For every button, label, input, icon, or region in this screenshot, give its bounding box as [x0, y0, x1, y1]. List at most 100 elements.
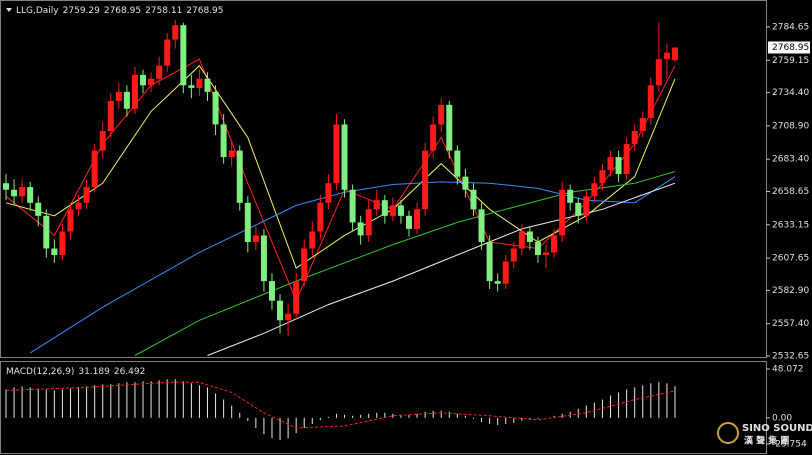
header-value: 2759.29 [63, 6, 100, 16]
y-tick-label: 48.072 [772, 365, 804, 375]
price-panel [0, 0, 767, 358]
last-price-box [768, 41, 810, 54]
candle-body [462, 176, 469, 190]
candle-body [164, 39, 171, 66]
candle-body [180, 25, 187, 86]
y-tick-label: 0.00 [772, 413, 792, 423]
y-tick-label: 2708.90 [772, 121, 809, 131]
candle-body [196, 78, 203, 88]
candle-body [67, 209, 74, 232]
candle-body [35, 202, 42, 216]
candle-body [107, 100, 114, 131]
candle-body [551, 235, 558, 253]
y-tick-label: 2759.15 [772, 56, 809, 66]
candle-body [188, 85, 195, 88]
candle-body [526, 231, 533, 242]
candle-body [131, 74, 138, 109]
candle-body [357, 222, 364, 236]
y-tick-label: -25.754 [772, 440, 807, 450]
candle-body [599, 170, 606, 184]
candle-body [534, 241, 541, 256]
candle-body [397, 205, 404, 216]
candle-body [156, 65, 163, 79]
candle-body [83, 187, 90, 203]
candle-body [91, 150, 98, 188]
candle-body [631, 130, 638, 145]
candle-body [615, 157, 622, 175]
header-title: LLG,Daily [16, 6, 59, 16]
macd-readout: 26.492 [114, 367, 146, 377]
candle-body [252, 235, 259, 242]
y-tick-label: 2582.90 [772, 286, 809, 296]
candle-body [301, 248, 308, 282]
candle-body [309, 231, 316, 249]
macd-header: MACD(12,26,9) 31.189 26.492 [6, 367, 145, 377]
candle-body [430, 124, 437, 151]
candle-body [59, 231, 66, 256]
candle-body [639, 117, 646, 131]
candle-body [623, 144, 630, 175]
candle-body [502, 261, 509, 284]
candle-body [494, 281, 501, 284]
header-value: 2768.95 [104, 6, 141, 16]
candle-body [3, 183, 9, 190]
candle-body [663, 52, 670, 60]
candle-body [140, 74, 147, 86]
y-tick-label: 2784.65 [772, 23, 809, 33]
candle-body [438, 104, 445, 125]
candle-body [655, 59, 662, 86]
candle-body [285, 313, 292, 321]
candle-body [647, 85, 654, 118]
macd-readout: 31.189 [78, 367, 110, 377]
candle-body [75, 202, 82, 210]
y-tick-label: 2683.40 [772, 155, 809, 165]
y-tick-label: 2557.40 [772, 319, 809, 329]
macd-title: MACD(12,26,9) [6, 367, 74, 377]
y-tick-label: 2633.15 [772, 220, 809, 230]
candle-body [567, 189, 574, 203]
signal-line [5, 381, 676, 429]
candle-body [123, 91, 130, 109]
candle-body [422, 150, 429, 210]
candle-body [204, 78, 211, 92]
candle-body [470, 189, 477, 210]
header-value: 2758.11 [145, 6, 182, 16]
candle-body [381, 200, 388, 216]
watermark-cjk: 漢 聲 集 團 [744, 435, 789, 447]
candle-body [99, 130, 106, 151]
candle-body [486, 241, 493, 282]
candle-body [518, 231, 525, 249]
candle-body [591, 183, 598, 197]
candle-body [349, 189, 356, 223]
candle-body [268, 281, 275, 301]
candle-body [671, 47, 678, 61]
candle-body [11, 189, 18, 197]
candle-body [277, 300, 284, 321]
candle-body [43, 215, 50, 249]
header-value: 2768.95 [186, 6, 223, 16]
candle-body [607, 157, 614, 171]
y-tick-label: 2658.65 [772, 187, 809, 197]
candle-body [317, 202, 324, 232]
candle-body [543, 252, 550, 256]
candle-body [236, 150, 243, 203]
candle-body [559, 189, 566, 236]
candle-body [115, 91, 122, 101]
candle-body [19, 187, 26, 197]
moving-average [5, 64, 676, 269]
candle-body [260, 235, 267, 282]
last-price-label: 2768.95 [772, 43, 809, 53]
candle-body [373, 200, 380, 210]
header: LLG,Daily 2759.29 2768.95 2758.11 2768.95 [16, 6, 224, 16]
candle-body [510, 248, 517, 262]
candle-body [583, 196, 590, 216]
watermark: SINO SOUND 漢 聲 集 團 [717, 422, 812, 447]
macd-panel [0, 361, 767, 454]
candle-body [148, 78, 155, 86]
candle-body [446, 104, 453, 151]
candle-body [172, 25, 179, 40]
y-tick-label: 2734.40 [772, 88, 809, 98]
candle-body [575, 202, 582, 216]
candle-body [365, 209, 372, 236]
